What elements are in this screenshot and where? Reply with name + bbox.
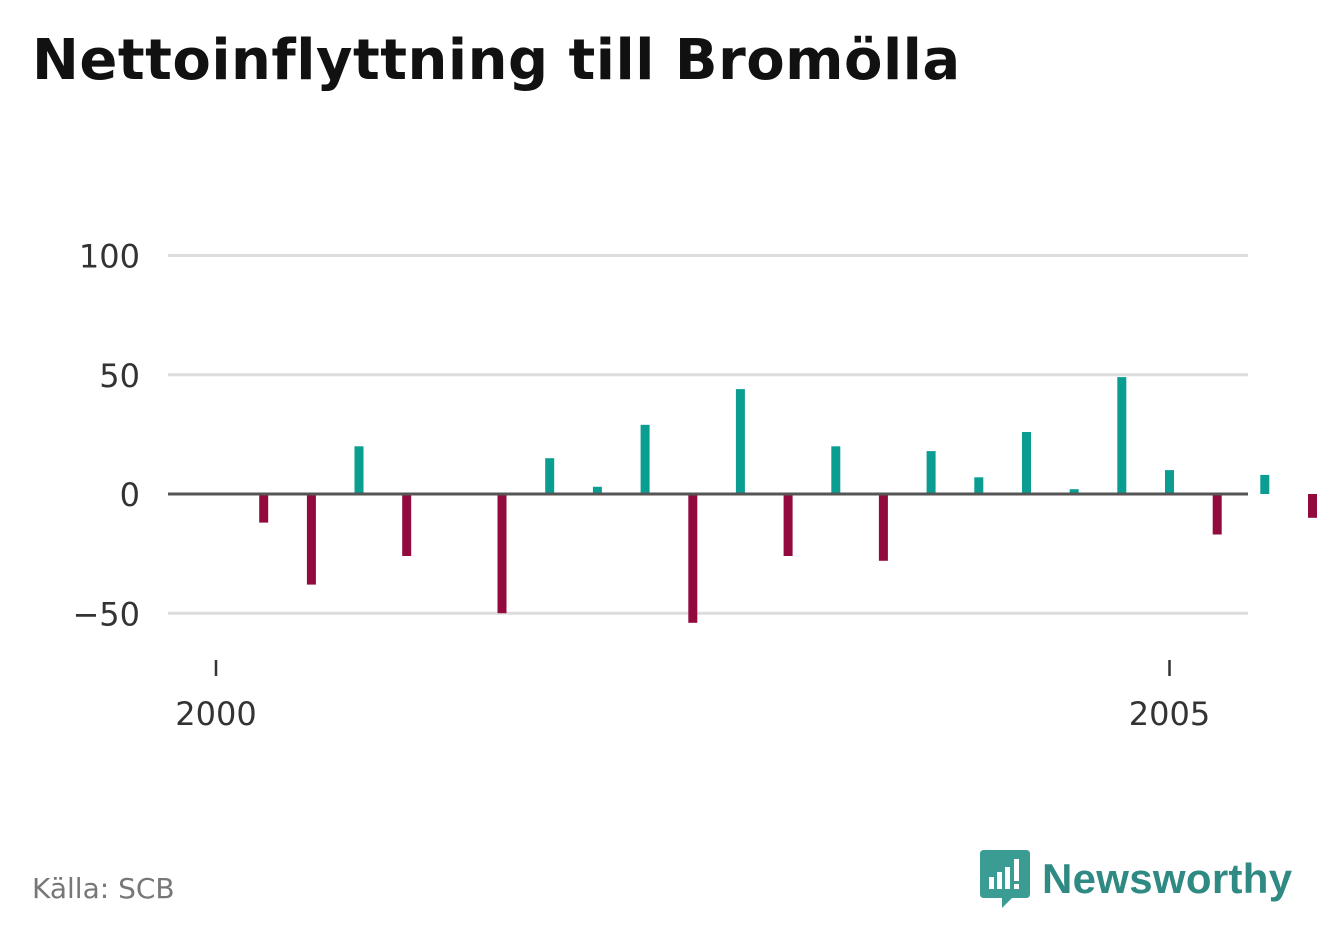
x-tick-label: 2000 [175,695,256,733]
chart-title: Nettoinflyttning till Bromölla [32,28,961,93]
x-tick-label: 2005 [1129,695,1210,733]
brand-logo: Newsworthy [980,850,1292,908]
bar [640,424,650,494]
y-tick-label: 0 [120,476,140,514]
bar [1308,494,1317,518]
bar [1165,470,1174,494]
newsworthy-logo-icon [980,850,1030,908]
bar [592,486,602,494]
y-tick-label: 100 [79,238,140,276]
bar [1117,377,1127,494]
y-tick-label: 50 [99,357,140,395]
x-axis: 200020052010201520202025 [175,660,1210,733]
brand-name: Newsworthy [1042,855,1293,902]
bar [735,389,745,494]
bar [497,494,507,614]
bar-series [259,377,1317,623]
bar [688,494,698,623]
y-tick-label: −50 [72,595,140,633]
bar [1069,489,1079,494]
bar [926,451,936,494]
bar [402,494,412,556]
bar [783,494,793,556]
y-axis: −50 0 50 100 [72,238,140,634]
bar [1212,494,1222,535]
bar [306,494,316,585]
bar [974,477,984,494]
gridlines [168,254,1248,615]
bar [1022,432,1031,494]
bar [831,446,841,494]
bar [878,494,888,561]
bar [545,458,555,494]
bar [259,494,269,523]
source-note: Källa: SCB [32,872,175,905]
bar [354,446,364,494]
bar [1260,474,1270,494]
